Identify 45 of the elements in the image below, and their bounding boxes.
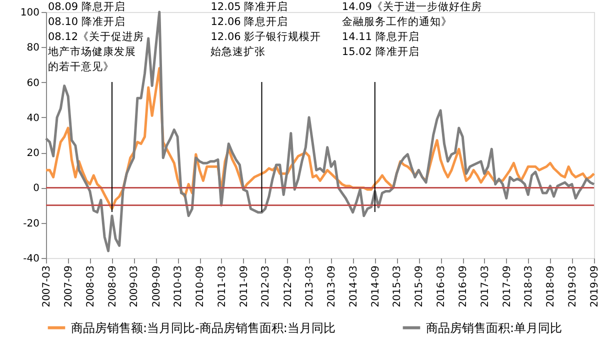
x-tick-label: 2016-09 — [458, 266, 470, 308]
y-tick-label: -20 — [23, 218, 40, 230]
text: 08.10 降准开启 — [48, 16, 126, 28]
x-tick-label: 2018-03 — [524, 266, 535, 308]
x-tick-label: 2017-09 — [502, 266, 513, 308]
text: 14.09《关于进一步做好住房金融服务工作的通知》 — [342, 1, 482, 28]
y-tick-label: 40 — [26, 112, 40, 124]
y-tick-label: 60 — [26, 78, 40, 89]
x-tick-label: 2007-03 — [42, 266, 52, 308]
x-tick-label: 2009-09 — [151, 266, 162, 308]
x-tick-label: 2008-09 — [107, 266, 118, 308]
y-tick-label: 100 — [20, 8, 40, 18]
text: 15.02 降准开启 — [342, 46, 420, 58]
text: 08.12《关于促进房地产市场健康发展的若干意见》 — [48, 31, 144, 73]
x-tick-label: 2010-09 — [195, 266, 206, 308]
x-tick-label: 2012-09 — [282, 266, 294, 308]
x-tick-label: 2007-09 — [64, 266, 75, 308]
legend-label: 商品房销售额:当月同比-商品房销售面积:当月同比 — [71, 320, 336, 335]
x-tick-label: 2019-03 — [567, 266, 578, 308]
text: 08.09 降息开启 — [48, 1, 126, 13]
x-tick-label: 2012-03 — [260, 266, 272, 308]
x-tick-label: 2013-09 — [326, 266, 338, 308]
x-tick-label: 2011-03 — [216, 266, 228, 308]
legend-label: 商品房销售面积:单月同比 — [426, 320, 562, 335]
x-tick-label: 2016-03 — [436, 266, 448, 308]
x-tick-label: 2009-03 — [129, 266, 140, 308]
y-tick-label: 80 — [26, 42, 40, 54]
x-tick-label: 2017-03 — [480, 266, 491, 308]
x-tick-label: 2014-03 — [348, 266, 360, 308]
x-tick-label: 2013-03 — [304, 266, 316, 308]
x-tick-label: 2019-09 — [590, 266, 600, 308]
x-tick-label: 2015-09 — [414, 266, 426, 308]
x-tick-label: 2010-03 — [173, 266, 184, 308]
text: 12.05 降准开启 — [210, 1, 288, 13]
y-tick-label: 0 — [33, 183, 40, 194]
x-tick-label: 2018-09 — [546, 266, 557, 308]
x-tick-label: 2014-09 — [370, 266, 382, 308]
x-tick-label: 2008-03 — [85, 266, 96, 308]
y-tick-label: 20 — [26, 148, 40, 160]
y-tick-label: -40 — [23, 254, 40, 264]
text: 12.06 影子银行规模开始急速扩张 — [210, 31, 322, 58]
x-tick-label: 2015-03 — [392, 266, 404, 308]
x-tick-label: 2011-09 — [238, 266, 250, 308]
text: 14.11 降息开启 — [342, 31, 420, 43]
text: 12.06 降息开启 — [210, 16, 288, 28]
